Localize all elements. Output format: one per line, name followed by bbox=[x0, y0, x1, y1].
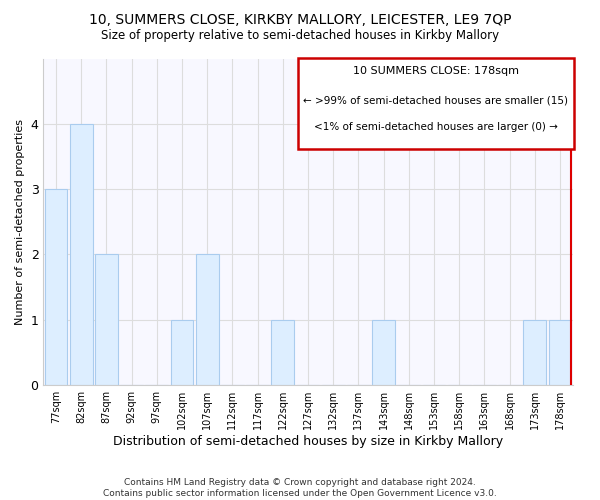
X-axis label: Distribution of semi-detached houses by size in Kirkby Mallory: Distribution of semi-detached houses by … bbox=[113, 434, 503, 448]
Bar bbox=[548, 320, 571, 384]
Bar bbox=[271, 320, 294, 384]
Bar bbox=[196, 254, 218, 384]
Bar bbox=[44, 190, 67, 384]
Bar bbox=[372, 320, 395, 384]
Bar bbox=[523, 320, 546, 384]
Text: 10, SUMMERS CLOSE, KIRKBY MALLORY, LEICESTER, LE9 7QP: 10, SUMMERS CLOSE, KIRKBY MALLORY, LEICE… bbox=[89, 12, 511, 26]
Text: ← >99% of semi-detached houses are smaller (15): ← >99% of semi-detached houses are small… bbox=[304, 96, 568, 106]
Bar bbox=[95, 254, 118, 384]
FancyBboxPatch shape bbox=[298, 58, 574, 149]
Text: <1% of semi-detached houses are larger (0) →: <1% of semi-detached houses are larger (… bbox=[314, 122, 558, 132]
Text: Contains HM Land Registry data © Crown copyright and database right 2024.
Contai: Contains HM Land Registry data © Crown c… bbox=[103, 478, 497, 498]
Y-axis label: Number of semi-detached properties: Number of semi-detached properties bbox=[15, 119, 25, 325]
Text: 10 SUMMERS CLOSE: 178sqm: 10 SUMMERS CLOSE: 178sqm bbox=[353, 66, 519, 76]
Bar bbox=[70, 124, 92, 384]
Text: Size of property relative to semi-detached houses in Kirkby Mallory: Size of property relative to semi-detach… bbox=[101, 29, 499, 42]
Bar bbox=[170, 320, 193, 384]
